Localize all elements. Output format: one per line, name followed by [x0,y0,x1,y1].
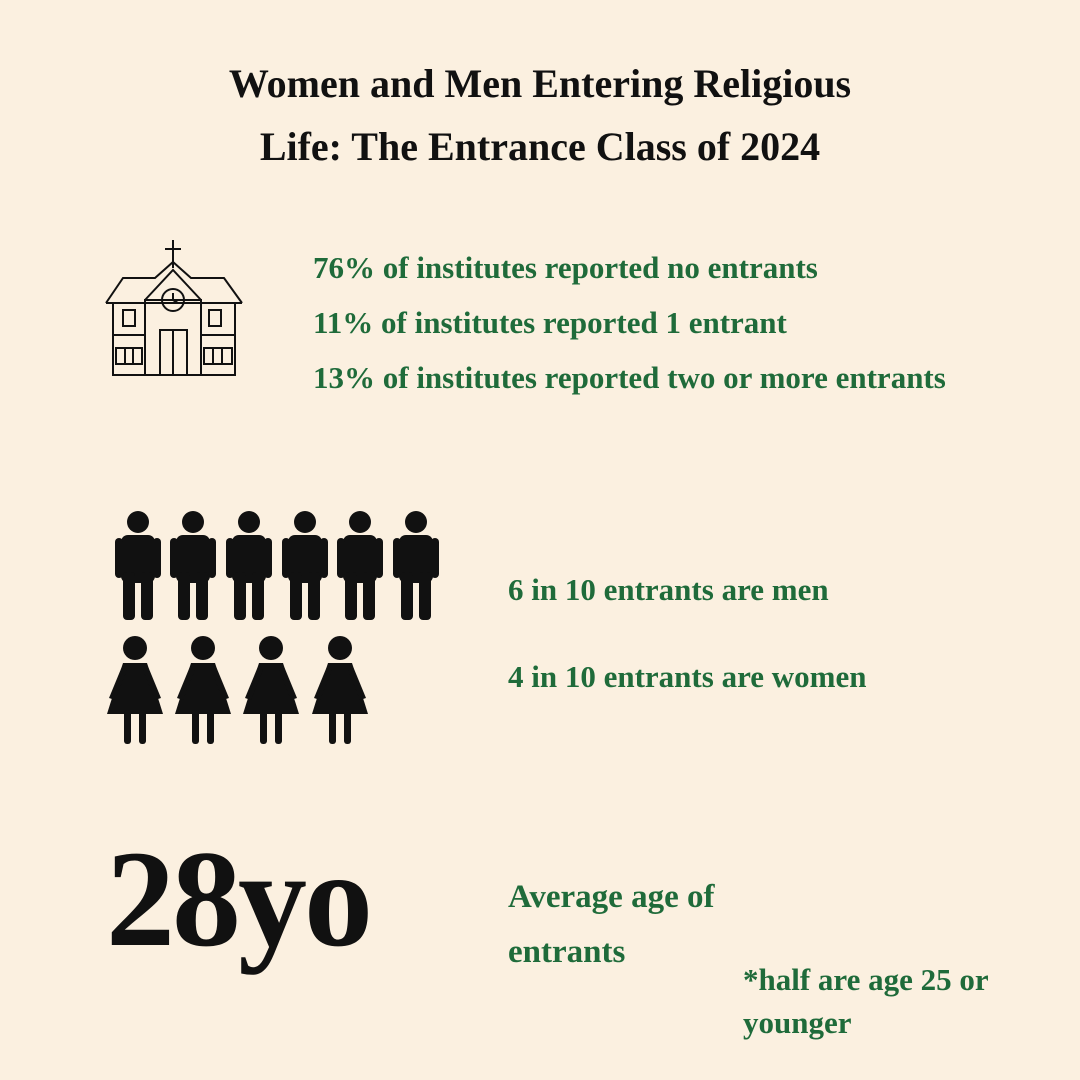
woman-icon [312,636,368,744]
women-icons [107,636,368,744]
age-note: *half are age 25 or younger [743,962,989,1040]
man-icon [393,511,439,620]
woman-icon [175,636,231,744]
institute-stat: 13% of institutes reported two or more e… [313,360,946,395]
age-value: 28yo [106,822,373,975]
age-label: Average age of entrants [508,879,715,970]
woman-icon [243,636,299,744]
women-stat: 4 in 10 entrants are women [508,659,867,694]
man-icon [115,511,161,620]
man-icon [170,511,216,620]
men-icons [115,511,439,620]
title: Women and Men Entering Religious Life: T… [228,61,852,169]
institute-stat: 11% of institutes reported 1 entrant [313,305,787,340]
man-icon [282,511,328,620]
woman-icon [107,636,163,744]
men-stat: 6 in 10 entrants are men [508,572,829,607]
man-icon [226,511,272,620]
institute-stat: 76% of institutes reported no entrants [313,250,818,285]
man-icon [337,511,383,620]
church-icon [105,240,243,376]
